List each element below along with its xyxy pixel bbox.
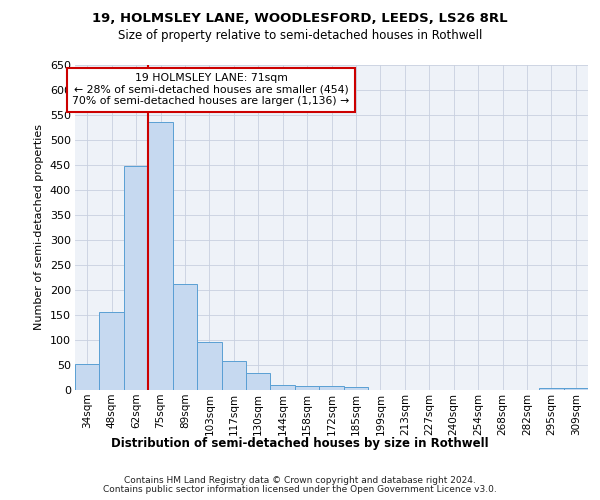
Bar: [319, 386, 344, 390]
Bar: [173, 284, 197, 390]
Bar: [344, 387, 368, 390]
Bar: [563, 388, 588, 390]
Text: Contains HM Land Registry data © Crown copyright and database right 2024.: Contains HM Land Registry data © Crown c…: [124, 476, 476, 485]
Bar: [539, 388, 563, 390]
Text: Distribution of semi-detached houses by size in Rothwell: Distribution of semi-detached houses by …: [111, 438, 489, 450]
Bar: [221, 361, 246, 390]
Bar: [197, 342, 221, 390]
Bar: [75, 364, 100, 390]
Text: Contains public sector information licensed under the Open Government Licence v3: Contains public sector information licen…: [103, 485, 497, 494]
Bar: [246, 373, 271, 390]
Text: 19, HOLMSLEY LANE, WOODLESFORD, LEEDS, LS26 8RL: 19, HOLMSLEY LANE, WOODLESFORD, LEEDS, L…: [92, 12, 508, 26]
Text: 19 HOLMSLEY LANE: 71sqm
← 28% of semi-detached houses are smaller (454)
70% of s: 19 HOLMSLEY LANE: 71sqm ← 28% of semi-de…: [73, 73, 350, 106]
Y-axis label: Number of semi-detached properties: Number of semi-detached properties: [34, 124, 44, 330]
Bar: [124, 166, 148, 390]
Bar: [271, 384, 295, 390]
Bar: [148, 122, 173, 390]
Bar: [295, 386, 319, 390]
Bar: [100, 312, 124, 390]
Text: Size of property relative to semi-detached houses in Rothwell: Size of property relative to semi-detach…: [118, 29, 482, 42]
